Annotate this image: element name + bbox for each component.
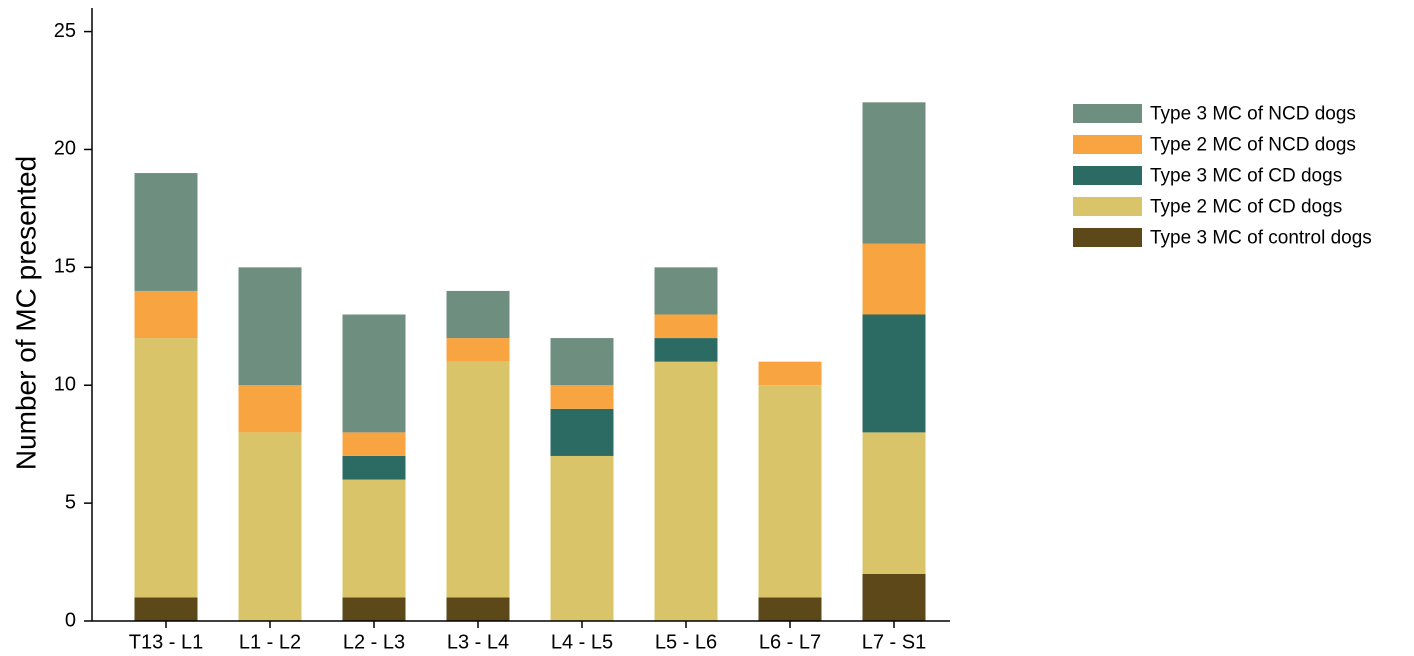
bar-segment-type-3-mc-of-ncd-dogs-t13-l1 — [134, 173, 198, 291]
bar-segment-type-2-mc-of-ncd-dogs-l7-s1 — [862, 243, 926, 315]
bar-segment-type-3-mc-of-ncd-dogs-l7-s1 — [862, 102, 926, 244]
legend-label-type-3-mc-of-cd-dogs: Type 3 MC of CD dogs — [1150, 166, 1342, 187]
x-tick-label-l2-l3: L2 - L3 — [343, 631, 405, 653]
x-tick-label-l5-l6: L5 - L6 — [655, 631, 717, 653]
axes-group: 0 5 10 15 20 25 T13 - L1 L1 - L2 L2 - L3 L3 - L4 L… — [54, 8, 950, 653]
bar-segment-type-3-mc-of-cd-dogs-l2-l3 — [342, 455, 406, 480]
legend-label-type-2-mc-of-ncd-dogs: Type 2 MC of NCD dogs — [1150, 135, 1356, 156]
bar-segment-type-2-mc-of-ncd-dogs-l6-l7 — [758, 361, 822, 386]
x-tick-label-t13-l1: T13 - L1 — [129, 631, 203, 653]
bar-segment-type-2-mc-of-ncd-dogs-l5-l6 — [654, 314, 718, 339]
x-tick-label-l3-l4: L3 - L4 — [447, 631, 509, 653]
y-tick-label: 20 — [54, 138, 76, 160]
bar-segment-type-2-mc-of-cd-dogs-t13-l1 — [134, 338, 198, 598]
bar-segment-type-2-mc-of-ncd-dogs-l1-l2 — [238, 385, 302, 433]
bar-segment-type-3-mc-of-control-dogs-l6-l7 — [758, 597, 822, 621]
bar-segment-type-2-mc-of-ncd-dogs-l2-l3 — [342, 432, 406, 456]
y-tick-label: 25 — [54, 20, 76, 42]
bar-segment-type-2-mc-of-cd-dogs-l6-l7 — [758, 385, 822, 598]
bar-segment-type-2-mc-of-ncd-dogs-l4-l5 — [550, 385, 614, 409]
legend-label-type-3-mc-of-control-dogs: Type 3 MC of control dogs — [1150, 228, 1372, 249]
bar-segment-type-2-mc-of-cd-dogs-l5-l6 — [654, 361, 718, 621]
bar-segment-type-3-mc-of-control-dogs-l7-s1 — [862, 573, 926, 621]
x-tick-label-l7-s1: L7 - S1 — [862, 631, 926, 653]
legend-label-type-3-mc-of-ncd-dogs: Type 3 MC of NCD dogs — [1150, 104, 1356, 125]
legend-swatch-type-2-mc-of-cd-dogs — [1073, 197, 1142, 216]
bar-segment-type-2-mc-of-cd-dogs-l1-l2 — [238, 432, 302, 621]
legend: Type 3 MC of NCD dogs Type 2 MC of NCD do… — [1073, 104, 1372, 249]
bar-segment-type-3-mc-of-cd-dogs-l5-l6 — [654, 338, 718, 362]
bar-segment-type-2-mc-of-cd-dogs-l2-l3 — [342, 479, 406, 598]
bar-segment-type-3-mc-of-ncd-dogs-l5-l6 — [654, 267, 718, 315]
bar-segment-type-2-mc-of-cd-dogs-l3-l4 — [446, 361, 510, 598]
bars-group — [134, 102, 926, 621]
y-tick-label: 0 — [65, 609, 76, 631]
bar-segment-type-2-mc-of-cd-dogs-l7-s1 — [862, 432, 926, 574]
y-tick-label: 15 — [54, 256, 76, 278]
bar-segment-type-3-mc-of-ncd-dogs-l3-l4 — [446, 290, 510, 339]
bar-segment-type-3-mc-of-ncd-dogs-l2-l3 — [342, 314, 406, 433]
x-tick-label-l1-l2: L1 - L2 — [239, 631, 301, 653]
legend-swatch-type-3-mc-of-ncd-dogs — [1073, 104, 1142, 123]
y-tick-label: 5 — [65, 491, 76, 513]
bar-segment-type-3-mc-of-ncd-dogs-l4-l5 — [550, 338, 614, 386]
x-tick-label-l6-l7: L6 - L7 — [759, 631, 821, 653]
legend-swatch-type-2-mc-of-ncd-dogs — [1073, 135, 1142, 154]
bar-segment-type-3-mc-of-cd-dogs-l7-s1 — [862, 314, 926, 433]
x-tick-label-l4-l5: L4 - L5 — [551, 631, 613, 653]
bar-segment-type-2-mc-of-ncd-dogs-t13-l1 — [134, 290, 198, 339]
y-axis-title: Number of MC presented — [10, 156, 41, 470]
bar-segment-type-3-mc-of-ncd-dogs-l1-l2 — [238, 267, 302, 386]
legend-swatch-type-3-mc-of-cd-dogs — [1073, 166, 1142, 185]
bar-segment-type-3-mc-of-control-dogs-l2-l3 — [342, 597, 406, 621]
bar-segment-type-3-mc-of-control-dogs-l3-l4 — [446, 597, 510, 621]
bar-segment-type-3-mc-of-cd-dogs-l4-l5 — [550, 408, 614, 456]
legend-swatch-type-3-mc-of-control-dogs — [1073, 228, 1142, 247]
bar-segment-type-2-mc-of-cd-dogs-l4-l5 — [550, 455, 614, 621]
bar-segment-type-3-mc-of-control-dogs-t13-l1 — [134, 597, 198, 621]
y-tick-label: 10 — [54, 374, 76, 396]
bar-segment-type-2-mc-of-ncd-dogs-l3-l4 — [446, 338, 510, 362]
legend-label-type-2-mc-of-cd-dogs: Type 2 MC of CD dogs — [1150, 197, 1342, 218]
